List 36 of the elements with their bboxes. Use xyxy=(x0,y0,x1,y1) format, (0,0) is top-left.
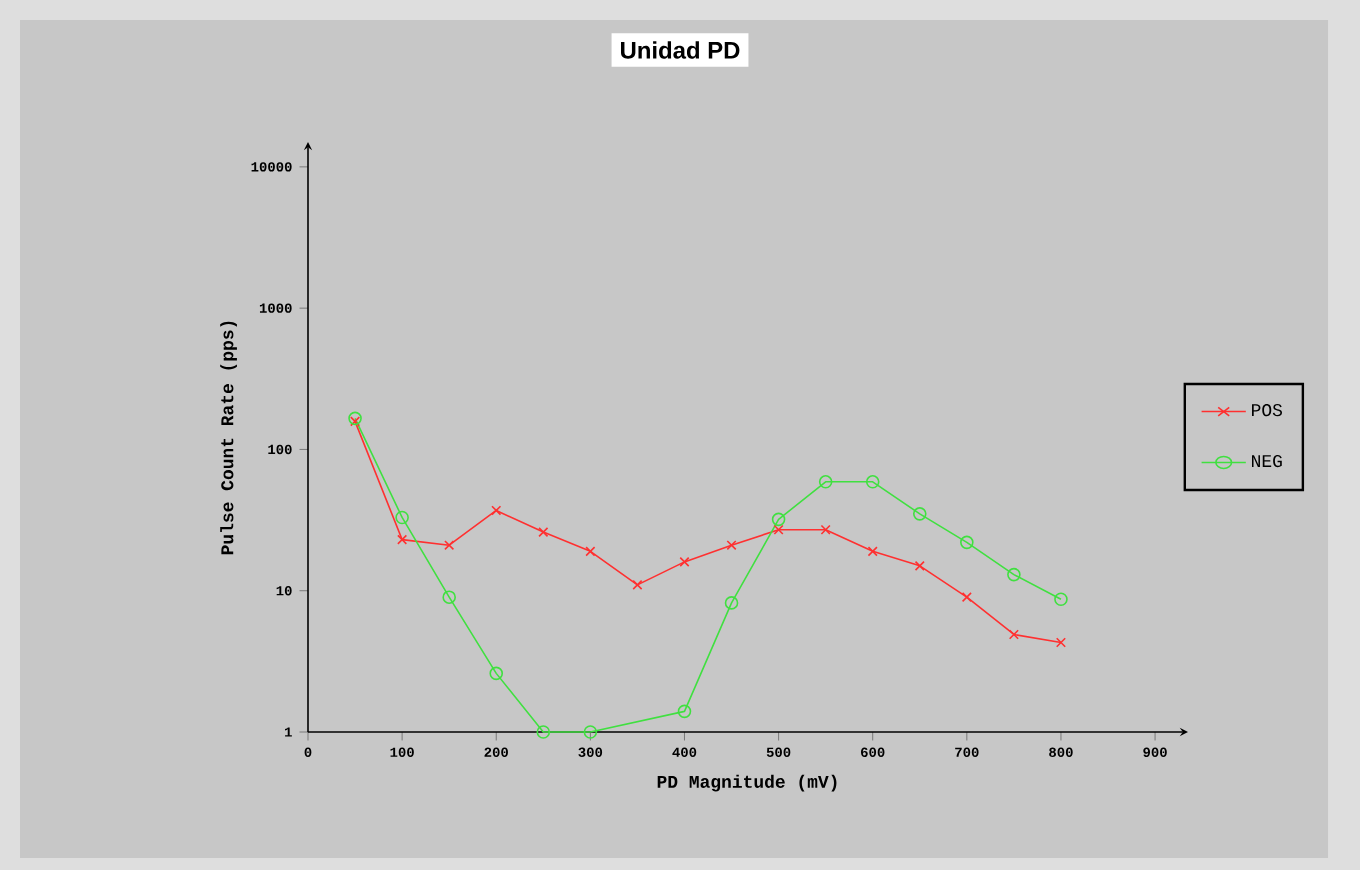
point xyxy=(961,592,972,603)
point xyxy=(348,411,362,426)
point xyxy=(726,540,737,551)
point xyxy=(491,505,502,516)
point xyxy=(442,590,456,604)
y-axis-title: Pulse Count Rate (pps) xyxy=(220,321,237,555)
point xyxy=(912,507,927,521)
point xyxy=(397,534,408,545)
point xyxy=(771,512,786,527)
point xyxy=(632,579,643,590)
point xyxy=(818,475,833,489)
chart-title: Unidad PD xyxy=(621,41,740,59)
point xyxy=(724,596,739,610)
point xyxy=(914,560,925,571)
legend-label: POS xyxy=(1252,404,1282,417)
point xyxy=(538,527,549,538)
point xyxy=(583,725,598,739)
point xyxy=(1054,592,1068,607)
point xyxy=(867,546,878,557)
point xyxy=(773,524,784,535)
point xyxy=(960,535,974,550)
point xyxy=(444,540,455,551)
point xyxy=(677,704,692,719)
point xyxy=(865,475,880,489)
point xyxy=(489,666,504,681)
point xyxy=(585,546,596,557)
point xyxy=(1007,567,1021,582)
point xyxy=(536,725,551,739)
point xyxy=(679,556,690,567)
legend-label: NEG xyxy=(1252,454,1282,468)
point xyxy=(1055,637,1066,648)
x-axis-title: PD Magnitude (mV) xyxy=(657,774,837,792)
point xyxy=(395,510,409,525)
point xyxy=(820,524,831,535)
point xyxy=(350,416,361,427)
point xyxy=(1008,629,1019,640)
